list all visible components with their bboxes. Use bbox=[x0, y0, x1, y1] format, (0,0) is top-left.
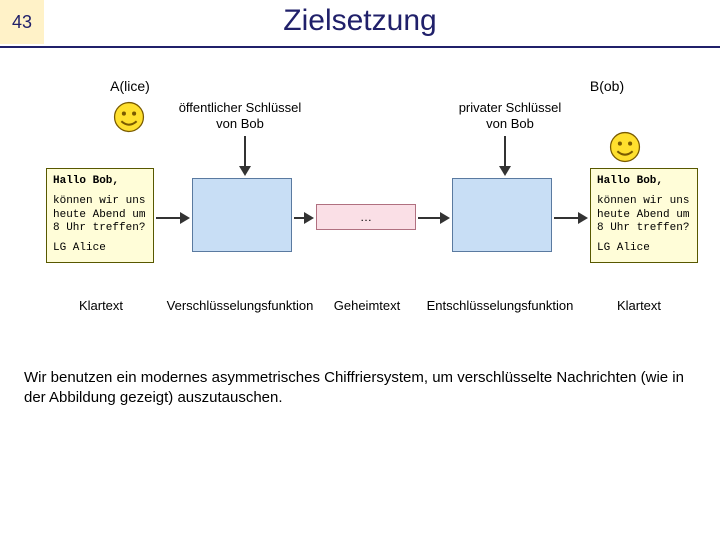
row-label-encrypt: Verschlüsselungsfunktion bbox=[150, 298, 330, 313]
slide-header: 43 Zielsetzung bbox=[0, 0, 720, 48]
alice-smiley-icon bbox=[112, 100, 146, 134]
decrypt-function-box bbox=[452, 178, 552, 252]
row-label-ciphertext: Geheimtext bbox=[322, 298, 412, 313]
row-label-decrypt: Entschlüsselungsfunktion bbox=[410, 298, 590, 313]
msg-signoff-r: LG Alice bbox=[597, 242, 691, 256]
row-label-plaintext-left: Klartext bbox=[58, 298, 144, 313]
msg-body-r: können wir uns heute Abend um 8 Uhr tref… bbox=[597, 195, 691, 236]
msg-body: können wir uns heute Abend um 8 Uhr tref… bbox=[53, 195, 147, 236]
body-paragraph: Wir benutzen ein modernes asymmetrisches… bbox=[24, 368, 696, 409]
diagram-canvas: A(lice) B(ob) öffentlicher Schlüsselvon … bbox=[0, 48, 720, 540]
slide-title: Zielsetzung bbox=[0, 4, 720, 38]
flow-arrow-1 bbox=[156, 212, 190, 224]
flow-arrow-3 bbox=[418, 212, 450, 224]
flow-arrow-2 bbox=[294, 212, 314, 224]
encrypt-function-box bbox=[192, 178, 292, 252]
plaintext-left-box: Hallo Bob, können wir uns heute Abend um… bbox=[46, 168, 154, 263]
bob-label: B(ob) bbox=[582, 78, 632, 94]
private-key-label: privater Schlüsselvon Bob bbox=[430, 100, 590, 131]
flow-arrow-4 bbox=[554, 212, 588, 224]
msg-greeting: Hallo Bob, bbox=[53, 175, 147, 189]
bob-smiley-icon bbox=[608, 130, 642, 164]
public-key-arrow bbox=[239, 136, 251, 176]
public-key-label: öffentlicher Schlüsselvon Bob bbox=[160, 100, 320, 131]
private-key-arrow bbox=[499, 136, 511, 176]
msg-signoff: LG Alice bbox=[53, 242, 147, 256]
alice-label: A(lice) bbox=[100, 78, 160, 94]
msg-greeting-r: Hallo Bob, bbox=[597, 175, 691, 189]
plaintext-right-box: Hallo Bob, können wir uns heute Abend um… bbox=[590, 168, 698, 263]
ciphertext-box: … bbox=[316, 204, 416, 230]
row-label-plaintext-right: Klartext bbox=[596, 298, 682, 313]
